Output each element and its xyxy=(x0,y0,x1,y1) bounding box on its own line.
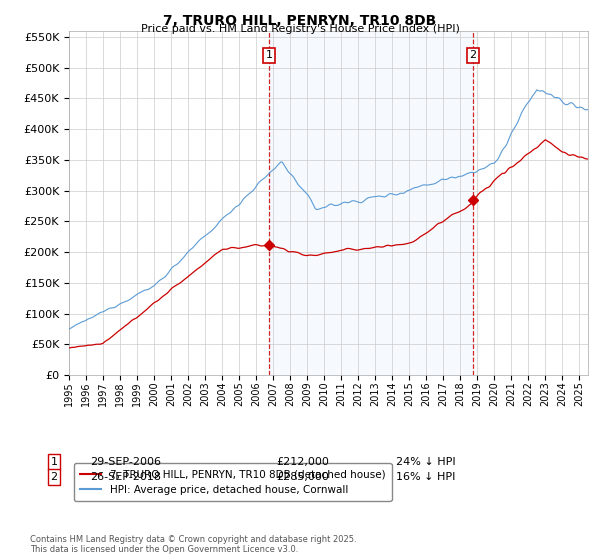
Bar xyxy=(269,31,473,375)
Text: 2: 2 xyxy=(470,50,477,60)
Text: 26-SEP-2018: 26-SEP-2018 xyxy=(90,472,161,482)
Text: 1: 1 xyxy=(50,457,58,467)
Text: 2: 2 xyxy=(50,472,58,482)
Text: 24% ↓ HPI: 24% ↓ HPI xyxy=(396,457,455,467)
Text: £212,000: £212,000 xyxy=(276,457,329,467)
Text: 7, TRURO HILL, PENRYN, TR10 8DB: 7, TRURO HILL, PENRYN, TR10 8DB xyxy=(163,14,437,28)
Text: Contains HM Land Registry data © Crown copyright and database right 2025.
This d: Contains HM Land Registry data © Crown c… xyxy=(30,535,356,554)
Text: 16% ↓ HPI: 16% ↓ HPI xyxy=(396,472,455,482)
Text: £285,000: £285,000 xyxy=(276,472,329,482)
Text: 29-SEP-2006: 29-SEP-2006 xyxy=(90,457,161,467)
Text: Price paid vs. HM Land Registry's House Price Index (HPI): Price paid vs. HM Land Registry's House … xyxy=(140,24,460,34)
Text: 1: 1 xyxy=(265,50,272,60)
Legend: 7, TRURO HILL, PENRYN, TR10 8DB (detached house), HPI: Average price, detached h: 7, TRURO HILL, PENRYN, TR10 8DB (detache… xyxy=(74,463,392,501)
